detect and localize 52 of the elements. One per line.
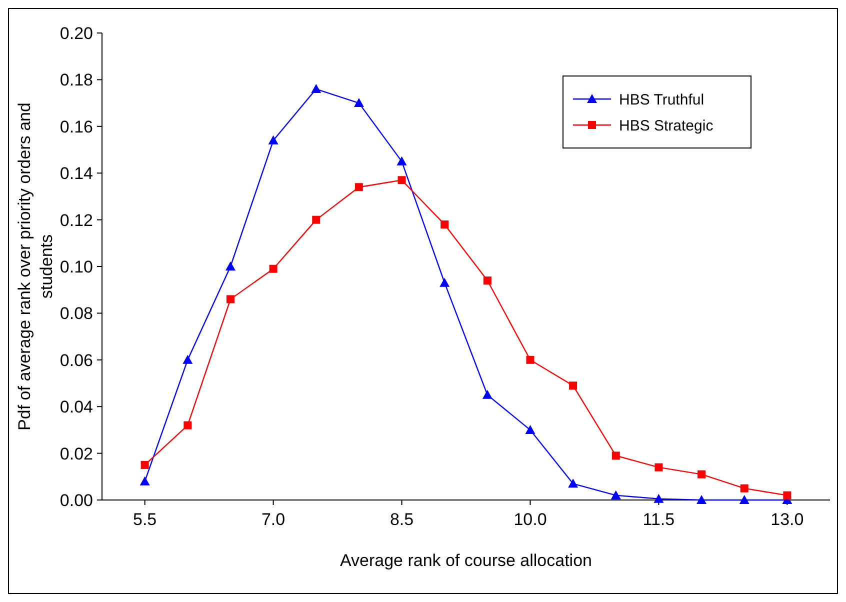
point — [182, 354, 193, 364]
x-axis-title: Average rank of course allocation — [340, 551, 592, 570]
point — [140, 476, 150, 486]
point — [654, 494, 664, 503]
point — [698, 470, 706, 478]
y-tick-label: 0.20 — [60, 24, 93, 43]
point — [525, 424, 536, 434]
y-tick-label: 0.18 — [60, 70, 93, 90]
legend-label: HBS Strategic — [619, 117, 714, 134]
point — [398, 176, 406, 184]
point — [739, 495, 750, 504]
point — [440, 278, 450, 287]
point — [311, 84, 322, 94]
y-tick-label: 0.10 — [60, 257, 93, 276]
y-axis-title: Pdf of average rank over priority orders and students — [15, 102, 56, 430]
point — [568, 478, 578, 488]
point — [569, 382, 578, 390]
y-tick-label: 0.14 — [60, 164, 93, 184]
point — [312, 216, 320, 224]
x-tick-label: 7.0 — [261, 510, 286, 529]
y-tick-label: 0.12 — [60, 210, 93, 230]
point — [354, 183, 363, 192]
point — [610, 490, 621, 500]
y-tick-label: 0.06 — [60, 350, 93, 370]
y-tick-label: 0.08 — [60, 304, 93, 324]
y-tick-label: 0.16 — [60, 117, 93, 136]
point — [396, 156, 407, 166]
point — [225, 262, 236, 270]
point — [269, 264, 278, 273]
x-tick-label: 11.5 — [642, 510, 675, 529]
y-tick-label: 0.00 — [60, 490, 93, 510]
x-tick-label: 10.0 — [514, 510, 547, 529]
x-tick-label: 5.5 — [133, 510, 157, 529]
point — [783, 491, 792, 500]
x-tick-label: 8.5 — [390, 510, 414, 529]
point — [184, 421, 192, 430]
point — [696, 495, 707, 504]
point — [482, 390, 492, 399]
point — [268, 135, 278, 144]
point — [740, 484, 748, 492]
point — [354, 98, 364, 108]
legend-label: HBS Truthful — [619, 91, 704, 108]
x-tick-label: 13.0 — [770, 510, 804, 529]
y-tick-label: 0.04 — [60, 398, 93, 417]
point — [226, 295, 234, 304]
point — [612, 452, 620, 460]
point — [140, 460, 149, 469]
y-tick-label: 0.02 — [60, 444, 93, 464]
point — [526, 356, 534, 364]
point — [483, 276, 492, 285]
point — [654, 463, 663, 472]
point — [440, 220, 449, 228]
